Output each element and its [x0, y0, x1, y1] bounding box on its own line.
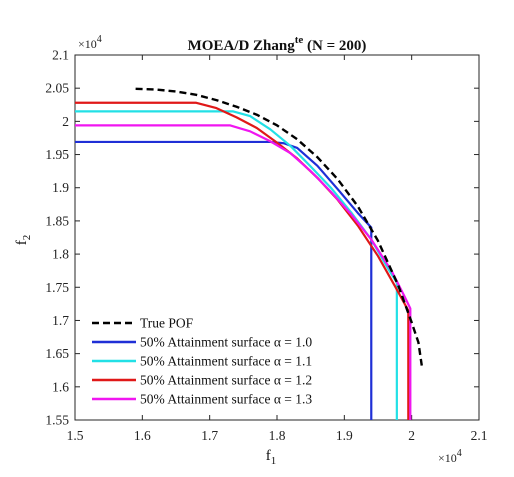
axes-box	[74, 54, 480, 421]
y-tick-label: 1.65	[45, 346, 69, 361]
x-exponent-base: ×10	[438, 451, 457, 465]
x-exponent: ×104	[438, 448, 462, 465]
series-line-0	[135, 87, 423, 366]
legend-label-2: 50% Attainment surface α = 1.1	[140, 354, 312, 369]
x-tick-label: 1.8	[269, 428, 286, 443]
x-axis-label-subscript: 1	[271, 455, 277, 467]
series-layer	[75, 87, 423, 420]
legend-label-0: True POF	[140, 316, 194, 331]
y-axis-label: f2	[14, 235, 33, 246]
y-tick-label: 2.1	[52, 48, 69, 63]
title-suffix: (N = 200)	[303, 38, 366, 54]
title-superscript: te	[295, 34, 304, 46]
chart-title: MOEA/D Zhangte (N = 200)	[188, 34, 367, 54]
legend-label-3: 50% Attainment surface α = 1.2	[140, 373, 312, 388]
series-line-4	[75, 124, 412, 420]
y-tick-label: 1.8	[52, 247, 69, 262]
series-line-2	[75, 110, 398, 420]
tick-labels: 1.5 1.6 1.7 1.8 1.9 2 2.1 1.55 1.6 1.65 1.7 1.75 1.8…	[45, 48, 487, 444]
x-tick-label: 1.5	[67, 428, 84, 443]
legend-label-1: 50% Attainment surface α = 1.0	[140, 335, 312, 350]
y-axis-label-subscript: 2	[21, 235, 33, 241]
y-tick-label: 1.75	[45, 280, 69, 295]
y-exponent: ×104	[78, 34, 102, 51]
y-tick-label: 1.7	[52, 313, 69, 328]
y-tick-label: 1.85	[45, 213, 69, 228]
legend: True POF 50% Attainment surface α = 1.0 50…	[92, 316, 312, 407]
y-tick-label: 1.6	[52, 379, 69, 394]
plot-area	[74, 54, 480, 421]
y-tick-label: 1.55	[45, 413, 69, 428]
x-tick-label: 1.9	[336, 428, 353, 443]
y-tick-label: 1.9	[52, 180, 69, 195]
y-exponent-power: 4	[97, 34, 102, 45]
x-axis-label: f1	[266, 448, 277, 467]
y-axis-label-main: f	[14, 240, 30, 245]
x-tick-label: 2.1	[471, 428, 488, 443]
x-tick-label: 1.6	[134, 428, 151, 443]
ticks	[74, 54, 480, 421]
y-tick-label: 2	[62, 114, 69, 129]
y-tick-label: 1.95	[45, 147, 69, 162]
x-exponent-power: 4	[457, 448, 462, 459]
x-tick-label: 1.7	[201, 428, 218, 443]
x-axis-label-main: f	[266, 448, 271, 464]
x-tick-label: 2	[408, 428, 415, 443]
y-tick-label: 2.05	[45, 81, 69, 96]
y-exponent-base: ×10	[78, 37, 97, 51]
legend-label-4: 50% Attainment surface α = 1.3	[140, 392, 312, 407]
title-main: MOEA/D Zhang	[188, 38, 296, 54]
